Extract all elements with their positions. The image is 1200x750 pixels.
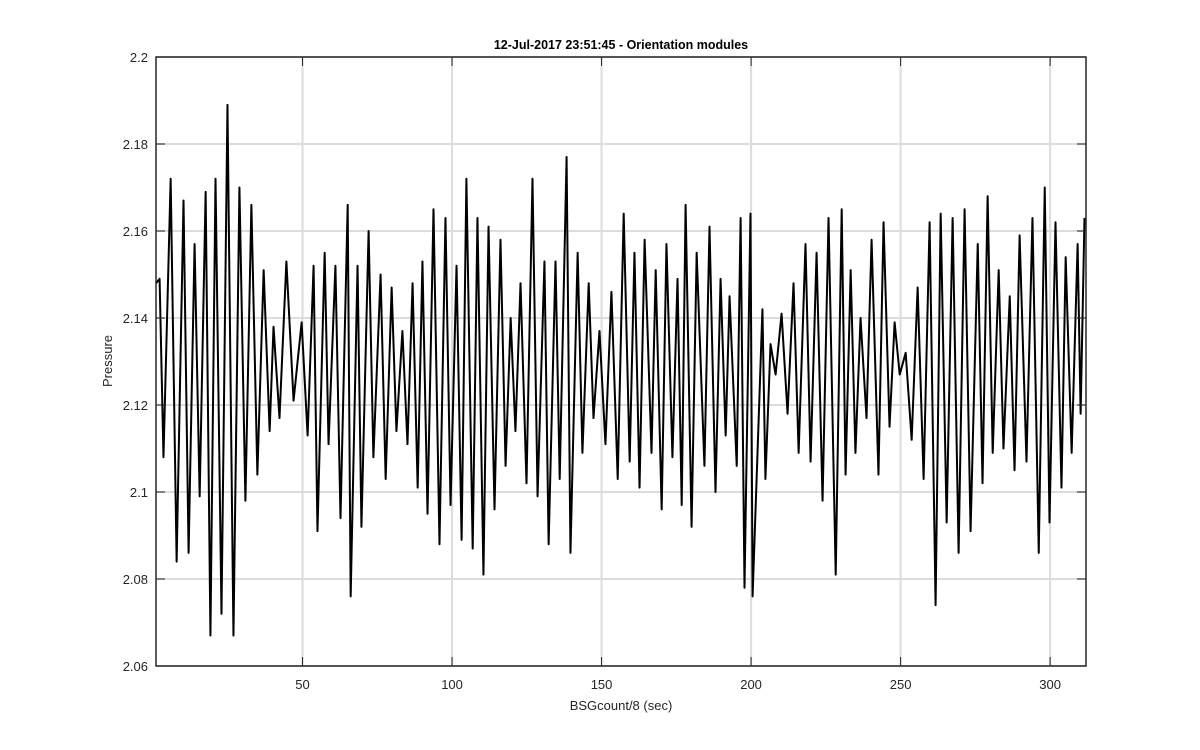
y-tick-label: 2.12	[123, 398, 148, 413]
x-tick-label: 100	[441, 677, 463, 692]
x-tick-label: 300	[1039, 677, 1061, 692]
x-tick-label: 150	[591, 677, 613, 692]
y-tick-label: 2.08	[123, 572, 148, 587]
chart-title: 12-Jul-2017 23:51:45 - Orientation modul…	[494, 38, 748, 52]
y-tick-label: 2.14	[123, 311, 148, 326]
x-tick-label: 250	[890, 677, 912, 692]
x-axis-label: BSGcount/8 (sec)	[570, 698, 673, 713]
plot	[155, 103, 1086, 637]
x-tick-label: 50	[295, 677, 309, 692]
y-tick-label: 2.16	[123, 224, 148, 239]
axes-box	[155, 56, 1087, 667]
y-tick-label: 2.06	[123, 659, 148, 674]
y-tick-label: 2.2	[130, 50, 148, 65]
y-axis-label: Pressure	[100, 335, 115, 387]
y-tick-label: 2.1	[130, 485, 148, 500]
x-tick-label: 200	[740, 677, 762, 692]
ticks: 50 100 150 200 250 300 2.06 2.08 2.1 2.12 2.14 2.16…	[123, 50, 1086, 692]
y-tick-label: 2.18	[123, 137, 148, 152]
data-line	[155, 103, 1086, 637]
